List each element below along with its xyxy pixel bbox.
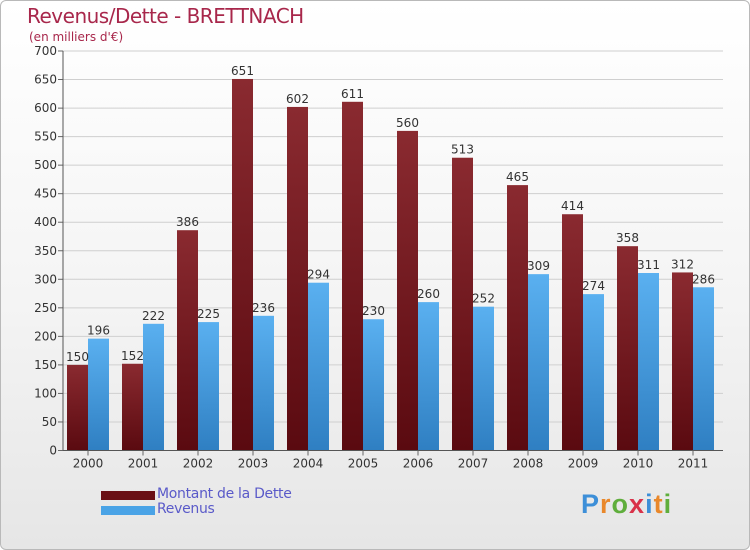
data-label-revenus: 274 <box>582 279 605 293</box>
logo-letter: t <box>653 489 664 519</box>
x-tick-label: 2000 <box>73 457 104 471</box>
data-label-dette: 465 <box>506 170 529 184</box>
data-label-revenus: 294 <box>307 268 330 282</box>
bar-dette <box>287 106 308 451</box>
y-tick-label: 0 <box>49 444 57 458</box>
x-tick-label: 2002 <box>183 457 214 471</box>
legend-swatch-debt <box>101 491 155 500</box>
bar-revenus <box>528 274 549 451</box>
bar-revenus <box>693 287 714 451</box>
bar-revenus <box>473 306 494 451</box>
data-label-dette: 602 <box>286 92 309 106</box>
data-label-revenus: 252 <box>472 292 495 306</box>
bar-revenus <box>88 338 109 451</box>
logo-letter: P <box>581 489 601 519</box>
y-tick-label: 250 <box>34 301 57 315</box>
data-label-revenus: 222 <box>142 309 165 323</box>
chart-subtitle: (en milliers d'€) <box>29 30 124 44</box>
x-tick-label: 2006 <box>403 457 434 471</box>
data-label-dette: 651 <box>231 64 254 78</box>
x-tick-label: 2005 <box>348 457 379 471</box>
bar-dette <box>507 185 528 451</box>
legend-swatch-revenus <box>101 506 155 515</box>
bar-dette <box>397 130 418 451</box>
y-tick-label: 300 <box>34 272 57 286</box>
y-tick-label: 50 <box>42 415 57 429</box>
x-tick-label: 2011 <box>678 457 709 471</box>
data-label-revenus: 311 <box>637 258 660 272</box>
logo-letter: o <box>611 489 630 519</box>
x-tick-label: 2009 <box>568 457 599 471</box>
data-label-dette: 358 <box>616 231 639 245</box>
logo-letter: i <box>663 489 673 519</box>
logo-letter: i <box>645 489 654 519</box>
x-tick-label: 2007 <box>458 457 489 471</box>
bar-dette <box>177 230 198 451</box>
data-label-dette: 611 <box>341 87 364 101</box>
y-tick-label: 100 <box>34 386 57 400</box>
data-label-revenus: 225 <box>197 307 220 321</box>
bar-dette <box>342 101 363 451</box>
data-label-revenus: 196 <box>87 324 110 338</box>
legend-label-revenus: Revenus <box>157 501 215 517</box>
data-label-dette: 560 <box>396 116 419 130</box>
bar-dette <box>617 246 638 451</box>
bar-revenus <box>198 322 219 451</box>
bar-dette <box>67 364 88 451</box>
bar-revenus <box>308 282 329 451</box>
y-tick-label: 350 <box>34 244 57 258</box>
x-tick-label: 2010 <box>623 457 654 471</box>
chart-title: Revenus/Dette - BRETTNACH <box>27 4 304 28</box>
data-label-revenus: 309 <box>527 259 550 273</box>
logo-letter: r <box>600 489 612 519</box>
y-tick-label: 400 <box>34 215 57 229</box>
data-label-dette: 150 <box>66 350 89 364</box>
y-tick-label: 500 <box>34 158 57 172</box>
data-label-dette: 414 <box>561 199 584 213</box>
proxiti-logo: Proxiti <box>581 489 672 520</box>
bar-dette <box>672 272 693 451</box>
data-label-dette: 312 <box>671 257 694 271</box>
data-label-dette: 386 <box>176 215 199 229</box>
bar-revenus <box>363 319 384 451</box>
bar-revenus <box>143 323 164 451</box>
data-label-dette: 152 <box>121 349 144 363</box>
x-tick-label: 2004 <box>293 457 324 471</box>
data-label-revenus: 236 <box>252 301 275 315</box>
bar-revenus <box>583 294 604 451</box>
data-label-revenus: 286 <box>692 272 715 286</box>
y-tick-label: 200 <box>34 329 57 343</box>
bar-dette <box>232 78 253 451</box>
bar-revenus <box>418 302 439 451</box>
data-label-revenus: 230 <box>362 304 385 318</box>
y-tick-label: 650 <box>34 73 57 87</box>
logo-letter: x <box>629 489 646 519</box>
data-label-revenus: 260 <box>417 287 440 301</box>
bar-dette <box>452 157 473 451</box>
y-tick-label: 550 <box>34 130 57 144</box>
bar-revenus <box>253 315 274 451</box>
y-tick-label: 150 <box>34 358 57 372</box>
y-tick-label: 600 <box>34 101 57 115</box>
x-tick-label: 2008 <box>513 457 544 471</box>
x-tick-label: 2003 <box>238 457 269 471</box>
legend-label-debt: Montant de la Dette <box>157 486 292 502</box>
bar-dette <box>562 214 583 451</box>
x-tick-label: 2001 <box>128 457 159 471</box>
bar-revenus <box>638 273 659 451</box>
y-tick-label: 700 <box>34 44 57 58</box>
y-tick-label: 450 <box>34 187 57 201</box>
bar-dette <box>122 363 143 451</box>
data-label-dette: 513 <box>451 143 474 157</box>
